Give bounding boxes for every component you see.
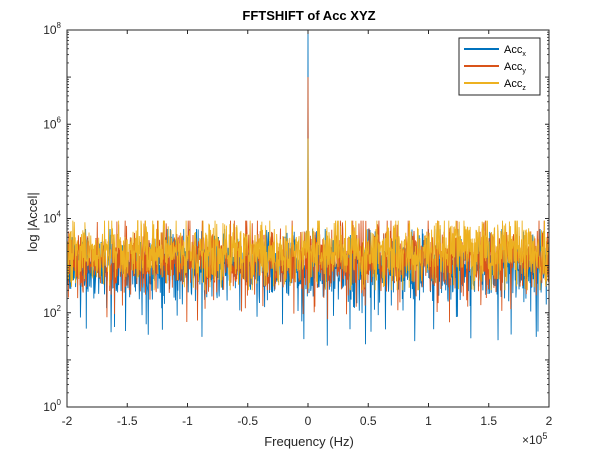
legend-entry: Accz bbox=[504, 78, 526, 92]
y-axis-label: log |Accel| bbox=[25, 192, 40, 252]
x-tick-label: -0.5 bbox=[237, 414, 258, 428]
plot-area bbox=[67, 30, 549, 346]
x-exponent-label: ×105 bbox=[522, 431, 547, 447]
legend-entry: Accy bbox=[504, 61, 526, 75]
chart-title: FFTSHIFT of Acc XYZ bbox=[242, 8, 375, 23]
x-tick-label: -1 bbox=[182, 414, 193, 428]
x-tick-label: 2 bbox=[546, 414, 553, 428]
axis-ticks: -2 -1.5 -1 -0.5 0 0.5 1 1.5 2 100 102 104 106 108 bbox=[43, 21, 552, 428]
x-tick-label: 0 bbox=[305, 414, 312, 428]
legend: Accx Accy Accz bbox=[458, 37, 541, 96]
y-tick-label: 106 bbox=[43, 115, 61, 131]
series-line-acc-x bbox=[67, 30, 549, 346]
series-line-acc-z bbox=[67, 138, 549, 291]
y-tick-label: 102 bbox=[43, 304, 61, 320]
y-tick-label: 100 bbox=[43, 398, 61, 414]
x-tick-label: 1.5 bbox=[480, 414, 497, 428]
y-tick-label: 104 bbox=[43, 210, 61, 226]
x-tick-label: 0.5 bbox=[360, 414, 377, 428]
x-axis-label: Frequency (Hz) bbox=[264, 434, 354, 449]
legend-entry: Accx bbox=[504, 44, 526, 58]
x-tick-label: -1.5 bbox=[117, 414, 138, 428]
x-tick-label: -2 bbox=[62, 414, 73, 428]
y-tick-label: 108 bbox=[43, 21, 61, 37]
x-tick-label: 1 bbox=[425, 414, 432, 428]
